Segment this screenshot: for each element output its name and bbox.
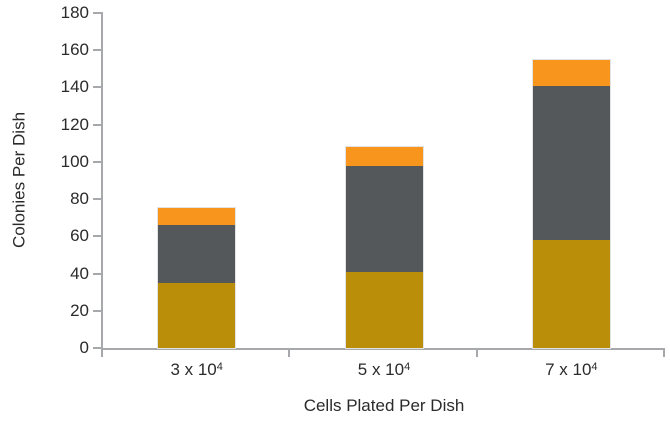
category-label-exponent: 4	[404, 361, 411, 373]
y-tick-label: 20	[70, 300, 89, 320]
category-label-exponent: 4	[216, 361, 223, 373]
x-category-label: 5 x 104	[309, 360, 459, 380]
bar-segment-bottom-gold-segment	[345, 271, 423, 348]
x-axis-tick	[288, 348, 291, 357]
category-label-base: 3 x 10	[170, 360, 217, 379]
y-axis-tick	[93, 49, 103, 52]
y-axis-tick	[93, 309, 103, 312]
y-axis-title: Colonies Per Dish	[9, 111, 29, 249]
y-tick-label: 100	[60, 151, 89, 171]
bar-segment-top-orange-segment	[345, 147, 423, 166]
x-category-label: 3 x 104	[122, 360, 272, 380]
y-tick-label: 180	[60, 3, 89, 22]
y-tick-label: 40	[70, 263, 89, 283]
x-axis-title: Cells Plated Per Dish	[303, 396, 465, 415]
x-axis-line	[101, 348, 665, 350]
bar-segment-middle-gray-segment	[532, 85, 610, 241]
y-axis-tick	[93, 86, 103, 89]
plot-area: 0 20 40 60 80 100 120 140 160 180 3 x 104 5 x 104 7 …	[61, 3, 665, 379]
x-category-label: 7 x 104	[496, 360, 646, 380]
category-label-base: 5 x 10	[357, 360, 405, 379]
y-axis-tick	[93, 12, 103, 14]
y-axis-tick	[93, 160, 103, 163]
y-tick-label: 160	[60, 40, 89, 60]
y-axis-tick	[93, 235, 103, 238]
bar-segment-bottom-gold-segment	[158, 282, 236, 348]
y-axis-tick	[93, 347, 103, 349]
y-tick-label: 0	[79, 338, 89, 357]
y-axis-tick	[93, 123, 103, 126]
x-axis-tick	[475, 348, 478, 357]
y-tick-label: 140	[60, 77, 89, 97]
bar-segment-middle-gray-segment	[158, 225, 236, 283]
x-axis-tick	[663, 348, 665, 357]
y-tick-label: 80	[70, 189, 89, 209]
category-label-base: 7 x 10	[545, 360, 592, 379]
stacked-bar	[532, 59, 610, 348]
y-tick-label: 60	[70, 226, 89, 246]
category-label-exponent: 4	[591, 361, 598, 373]
y-axis-line	[101, 13, 103, 357]
y-axis-tick	[93, 272, 103, 275]
bar-segment-top-orange-segment	[158, 208, 236, 226]
bar-segment-top-orange-segment	[532, 59, 610, 86]
bar-segment-middle-gray-segment	[345, 165, 423, 272]
stacked-bar	[158, 208, 236, 348]
stacked-bar	[345, 147, 423, 348]
bar-segment-bottom-gold-segment	[532, 240, 610, 348]
y-axis-tick	[93, 198, 103, 201]
y-tick-label: 120	[60, 114, 89, 134]
